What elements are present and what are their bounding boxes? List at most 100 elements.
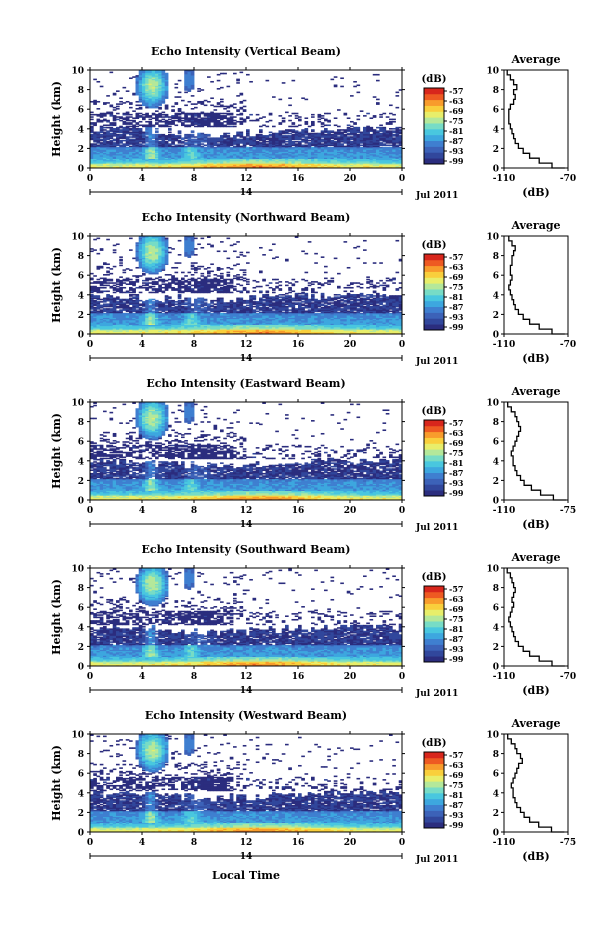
- heatmap-cell: [119, 280, 123, 282]
- heatmap-cell: [386, 122, 390, 124]
- heatmap-cell: [119, 256, 123, 258]
- heatmap-cell: [178, 96, 182, 98]
- heatmap-cell: [123, 299, 127, 301]
- colorbar: -57-63-69-75-81-87-93-99: [424, 86, 464, 166]
- heatmap-cell: [389, 128, 393, 130]
- heatmap-cell: [171, 109, 175, 111]
- heatmap-cell: [171, 134, 175, 136]
- heatmap-cell: [116, 288, 120, 290]
- heatmap-cell: [132, 300, 136, 302]
- heatmap-cell: [116, 306, 120, 308]
- heatmap-cell: [119, 259, 123, 261]
- heatmap-cell: [191, 113, 195, 115]
- heatmap-cell: [318, 114, 322, 116]
- heatmap-cell: [184, 124, 188, 126]
- heatmap-cell: [217, 102, 221, 104]
- heatmap-cell: [347, 127, 351, 129]
- heatmap-cell: [344, 146, 348, 148]
- heatmap-cell: [324, 124, 328, 126]
- heatmap-cell: [233, 122, 237, 124]
- heatmap-cell: [230, 137, 234, 139]
- heatmap-cell: [227, 133, 231, 135]
- heatmap-cell: [103, 285, 107, 287]
- heatmap-cell: [129, 146, 133, 148]
- heatmap-cell: [233, 135, 237, 137]
- heatmap-cell: [392, 128, 396, 130]
- heatmap-cell: [136, 122, 140, 124]
- heatmap-cell: [110, 282, 114, 284]
- x-tick-label: 4: [139, 174, 145, 184]
- heatmap-cell: [165, 114, 169, 116]
- average-x-tick-label: -110: [493, 174, 516, 184]
- heatmap-cell: [116, 301, 120, 303]
- heatmap-cell: [178, 140, 182, 142]
- heatmap-cell: [119, 129, 123, 131]
- heatmap-cell: [210, 105, 214, 107]
- heatmap-cell: [220, 113, 224, 115]
- heatmap-cell: [223, 124, 227, 126]
- heatmap-cell: [217, 113, 221, 115]
- heatmap-cell: [139, 300, 143, 302]
- heatmap-cell: [266, 126, 270, 128]
- heatmap-cell: [298, 124, 302, 126]
- heatmap-cell: [116, 108, 120, 110]
- heatmap-cell: [129, 128, 133, 130]
- heatmap-cell: [188, 113, 192, 115]
- heatmap-cell: [321, 126, 325, 128]
- heatmap-cell: [243, 109, 247, 111]
- heatmap-cell: [149, 236, 153, 238]
- heatmap-cell: [295, 141, 299, 143]
- heatmap-cell: [110, 268, 114, 270]
- heatmap-cell: [370, 117, 374, 119]
- heatmap-cell: [236, 79, 240, 81]
- heatmap-cell: [142, 236, 146, 238]
- heatmap-cell: [311, 147, 315, 149]
- heatmap-cell: [197, 101, 201, 103]
- heatmap-cell: [357, 127, 361, 129]
- heatmap-cell: [155, 236, 159, 238]
- heatmap-cell: [269, 132, 273, 134]
- heatmap-cell: [103, 119, 107, 121]
- colorbar-swatch: [424, 158, 444, 164]
- heatmap-cell: [97, 287, 101, 289]
- heatmap-cell: [106, 124, 110, 126]
- heatmap-cells: [90, 236, 402, 334]
- heatmap-cell: [311, 129, 315, 131]
- colorbar-swatch: [424, 146, 444, 152]
- heatmap-cell: [340, 129, 344, 131]
- heatmap-cell: [93, 132, 97, 134]
- heatmap-cell: [197, 90, 201, 92]
- heatmap-cell: [132, 124, 136, 126]
- heatmap-cell: [129, 281, 133, 283]
- heatmap-cell: [129, 307, 133, 309]
- heatmap-cell: [93, 122, 97, 124]
- heatmap-cell: [103, 298, 107, 300]
- heatmap-cell: [181, 144, 185, 146]
- heatmap-cell: [103, 113, 107, 115]
- average-y-tick-label: 6: [493, 106, 499, 116]
- heatmap-cell: [129, 122, 133, 124]
- heatmap-cell: [113, 109, 117, 111]
- heatmap-cell: [100, 134, 104, 136]
- heatmap-cell: [373, 96, 377, 98]
- heatmap-cell: [110, 308, 114, 310]
- heatmap-cell: [106, 294, 110, 296]
- heatmap-cell: [168, 126, 172, 128]
- heatmap-cell: [152, 134, 156, 136]
- heatmap-cell: [149, 121, 153, 123]
- heatmap-cell: [246, 137, 250, 139]
- heatmap-cell: [389, 119, 393, 121]
- heatmap-cell: [106, 290, 110, 292]
- heatmap-cell: [162, 124, 166, 126]
- colorbar-swatch: [424, 111, 444, 117]
- heatmap-cell: [350, 136, 354, 138]
- heatmap-cell: [171, 120, 175, 122]
- heatmap-cell: [100, 281, 104, 283]
- heatmap-cell: [145, 236, 149, 238]
- heatmap-cell: [175, 144, 179, 146]
- heatmap-cell: [155, 130, 159, 132]
- heatmap-cell: [136, 242, 140, 244]
- heatmap-cell: [396, 95, 400, 97]
- heatmap-cell: [353, 127, 357, 129]
- heatmap-cell: [262, 135, 266, 137]
